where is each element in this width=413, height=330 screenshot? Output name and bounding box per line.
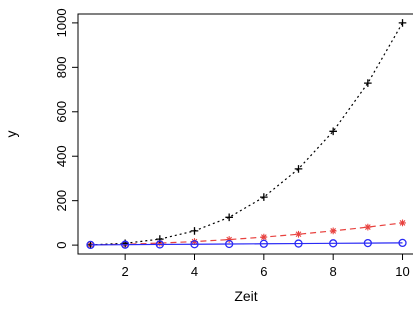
data-point: [86, 240, 95, 250]
series-3: [86, 238, 407, 250]
data-point: [295, 230, 302, 238]
data-point: [364, 79, 372, 87]
data-point: [225, 239, 234, 249]
data-point: [190, 227, 199, 235]
data-point: [398, 19, 407, 27]
data-point: [190, 240, 199, 249]
y-tick-label: 0: [54, 241, 69, 248]
series-layer: [86, 19, 407, 250]
data-point: [156, 239, 164, 247]
data-point: [225, 236, 233, 243]
x-tick-label: 8: [330, 264, 337, 279]
data-point: [329, 127, 337, 136]
x-tick-label: 4: [191, 264, 198, 279]
x-tick-label: 6: [260, 264, 267, 279]
y-tick-label: 1000: [54, 8, 69, 37]
data-point: [399, 219, 406, 227]
data-point: [259, 239, 268, 248]
data-point: [329, 227, 337, 235]
data-point: [294, 239, 303, 248]
y-tick-label: 200: [54, 190, 69, 212]
series-line: [90, 242, 403, 246]
y-axis: 0 200 400 600 800 1000: [54, 8, 78, 249]
series-line: [90, 222, 403, 246]
data-point: [155, 240, 164, 249]
data-point: [156, 235, 164, 243]
x-axis-label: Zeit: [234, 288, 257, 304]
data-point: [363, 238, 372, 248]
x-axis: 2 4 6 8 10: [122, 254, 410, 279]
data-point: [260, 233, 268, 241]
data-point: [191, 238, 198, 245]
data-point: [294, 165, 303, 173]
x-tick-label: 10: [395, 264, 409, 279]
series-line: [90, 22, 404, 246]
plot-frame: [77, 13, 413, 255]
series-2: [86, 19, 407, 249]
y-tick-label: 600: [54, 101, 69, 123]
data-point: [225, 213, 233, 222]
data-point: [398, 238, 407, 248]
data-point: [260, 193, 268, 201]
y-tick-label: 800: [54, 56, 69, 78]
data-point: [121, 240, 130, 249]
x-tick-label: 2: [122, 264, 129, 279]
y-tick-label: 400: [54, 145, 69, 167]
y-axis-label: y: [3, 131, 19, 138]
data-point: [364, 223, 372, 231]
data-point: [329, 239, 338, 248]
